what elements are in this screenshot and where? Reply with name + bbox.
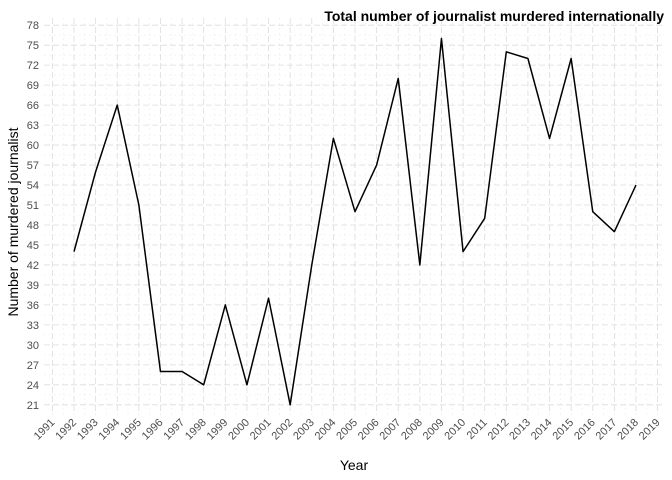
- x-tick-label: 2007: [378, 417, 404, 443]
- x-tick-label: 1996: [140, 417, 166, 443]
- x-tick-label: 1992: [53, 417, 79, 443]
- x-tick-label: 2010: [442, 417, 468, 443]
- y-tick-label: 66: [27, 100, 39, 112]
- y-tick-label: 57: [27, 160, 39, 172]
- x-axis-title: Year: [340, 457, 369, 473]
- series-group: [73, 37, 637, 406]
- y-tick-label: 54: [27, 180, 39, 192]
- x-tick-label: 2004: [313, 417, 339, 443]
- x-tick-label: 1998: [183, 417, 209, 443]
- x-tick-label: 2013: [507, 417, 533, 443]
- y-tick-label: 45: [27, 240, 39, 252]
- x-tick-label: 2006: [356, 417, 382, 443]
- y-tick-label: 51: [27, 200, 39, 212]
- y-tick-label: 63: [27, 120, 39, 132]
- chart-title: Total number of journalist murdered inte…: [324, 8, 664, 24]
- y-tick-label: 27: [27, 360, 39, 372]
- y-axis-title: Number of murdered journalist: [5, 127, 21, 316]
- x-tick-label: 1999: [205, 417, 231, 443]
- y-tick-label: 69: [27, 80, 39, 92]
- x-tick-label: 2002: [269, 417, 295, 443]
- x-tick-label: 1991: [32, 417, 58, 443]
- x-tick-label: 2001: [248, 417, 274, 443]
- x-tick-label: 1993: [75, 417, 101, 443]
- x-tick-label: 2015: [550, 417, 576, 443]
- x-tick-label: 2016: [572, 417, 598, 443]
- y-tick-label: 78: [27, 20, 39, 32]
- y-axis-ticks: 21 24 27 30 33 36 39 42 45 48 51 54 57 60 63 66 69 72 75 78: [27, 20, 39, 412]
- x-tick-label: 2012: [486, 417, 512, 443]
- x-tick-label: 2018: [615, 417, 641, 443]
- x-tick-label: 2011: [465, 417, 490, 442]
- x-tick-label: 2008: [399, 417, 425, 443]
- x-tick-label: 1997: [161, 417, 187, 443]
- x-tick-label: 2019: [637, 417, 663, 443]
- x-tick-label: 2005: [334, 417, 360, 443]
- y-tick-label: 42: [27, 260, 39, 272]
- x-axis-ticks: 1991199219931994199519961997199819992000…: [32, 417, 663, 443]
- y-tick-label: 24: [27, 380, 39, 392]
- y-tick-label: 60: [27, 140, 39, 152]
- x-tick-label: 2000: [226, 417, 252, 443]
- y-tick-label: 21: [27, 400, 39, 412]
- y-tick-label: 48: [27, 220, 39, 232]
- y-tick-label: 30: [27, 340, 39, 352]
- x-tick-label: 2003: [291, 417, 317, 443]
- y-tick-label: 36: [27, 300, 39, 312]
- x-tick-label: 1994: [97, 417, 123, 443]
- x-tick-label: 2014: [529, 417, 555, 443]
- y-tick-label: 33: [27, 320, 39, 332]
- y-tick-label: 75: [27, 40, 39, 52]
- x-tick-label: 2017: [594, 417, 620, 443]
- y-tick-label: 72: [27, 60, 39, 72]
- y-tick-label: 39: [27, 280, 39, 292]
- series-line: [73, 37, 637, 406]
- x-tick-label: 2009: [421, 417, 447, 443]
- grid: [44, 18, 664, 415]
- x-tick-label: 1995: [118, 417, 144, 443]
